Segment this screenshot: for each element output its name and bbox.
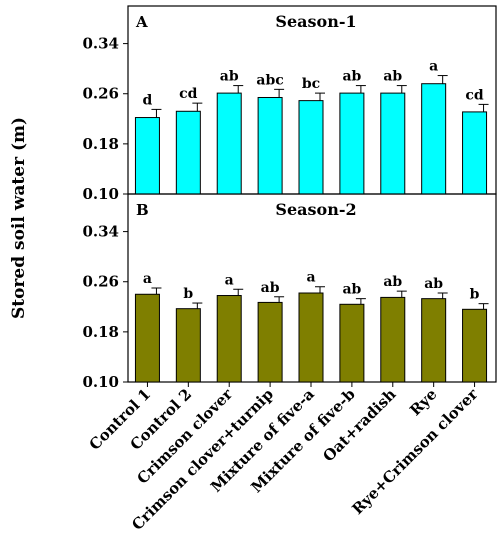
- bar: [380, 296, 406, 383]
- y-tick-label: 0.26: [82, 85, 119, 103]
- panel-a: 0.10 0.18 0.26 0.34 A Season-1 d cd ab abc bc ab ab a…: [82, 5, 497, 203]
- bar: [462, 111, 488, 195]
- bar: [175, 308, 201, 383]
- significance-label: b: [183, 286, 193, 302]
- significance-label: a: [225, 272, 234, 288]
- significance-label: a: [306, 270, 315, 286]
- bar: [216, 92, 242, 195]
- panel-title: Season-1: [275, 12, 356, 31]
- panel-letter: B: [136, 201, 149, 219]
- significance-label: abc: [256, 72, 283, 88]
- panel-title: Season-2: [275, 200, 356, 219]
- significance-label: d: [143, 92, 153, 108]
- bar: [216, 295, 242, 383]
- significance-label: ab: [220, 69, 239, 85]
- bar: [257, 96, 283, 195]
- significance-label: ab: [383, 69, 402, 85]
- significance-label: cd: [465, 87, 484, 103]
- significance-label: a: [429, 59, 438, 75]
- bar: [298, 292, 324, 383]
- y-tick-label: 0.18: [82, 323, 119, 341]
- significance-label: b: [470, 287, 480, 303]
- y-tick-label: 0.34: [82, 223, 119, 241]
- category-label: Rye: [406, 385, 440, 419]
- bar: [134, 293, 160, 383]
- bar: [134, 117, 160, 195]
- panel-letter: A: [135, 13, 148, 31]
- y-tick-label: 0.26: [82, 273, 119, 291]
- significance-label: ab: [261, 280, 280, 296]
- y-tick-label: 0.34: [82, 35, 119, 53]
- significance-label: bc: [302, 76, 320, 92]
- bar: [462, 308, 488, 383]
- significance-label: ab: [424, 276, 443, 292]
- significance-label: cd: [179, 86, 198, 102]
- category-label: Oat+radish: [319, 385, 399, 465]
- y-tick-label: 0.10: [82, 373, 119, 391]
- bar: [175, 110, 201, 195]
- bar: [339, 92, 365, 195]
- bar: [421, 298, 447, 383]
- bar: [257, 301, 283, 383]
- bar: [339, 303, 365, 383]
- y-axis-label: Stored soil water (m): [9, 117, 29, 319]
- significance-label: a: [143, 271, 152, 287]
- bar: [380, 92, 406, 195]
- bar: [421, 83, 447, 195]
- significance-label: ab: [342, 282, 361, 298]
- significance-label: ab: [383, 274, 402, 290]
- significance-label: ab: [342, 69, 361, 85]
- y-tick-label: 0.10: [82, 185, 119, 203]
- y-tick-label: 0.18: [82, 135, 119, 153]
- bar: [298, 100, 324, 195]
